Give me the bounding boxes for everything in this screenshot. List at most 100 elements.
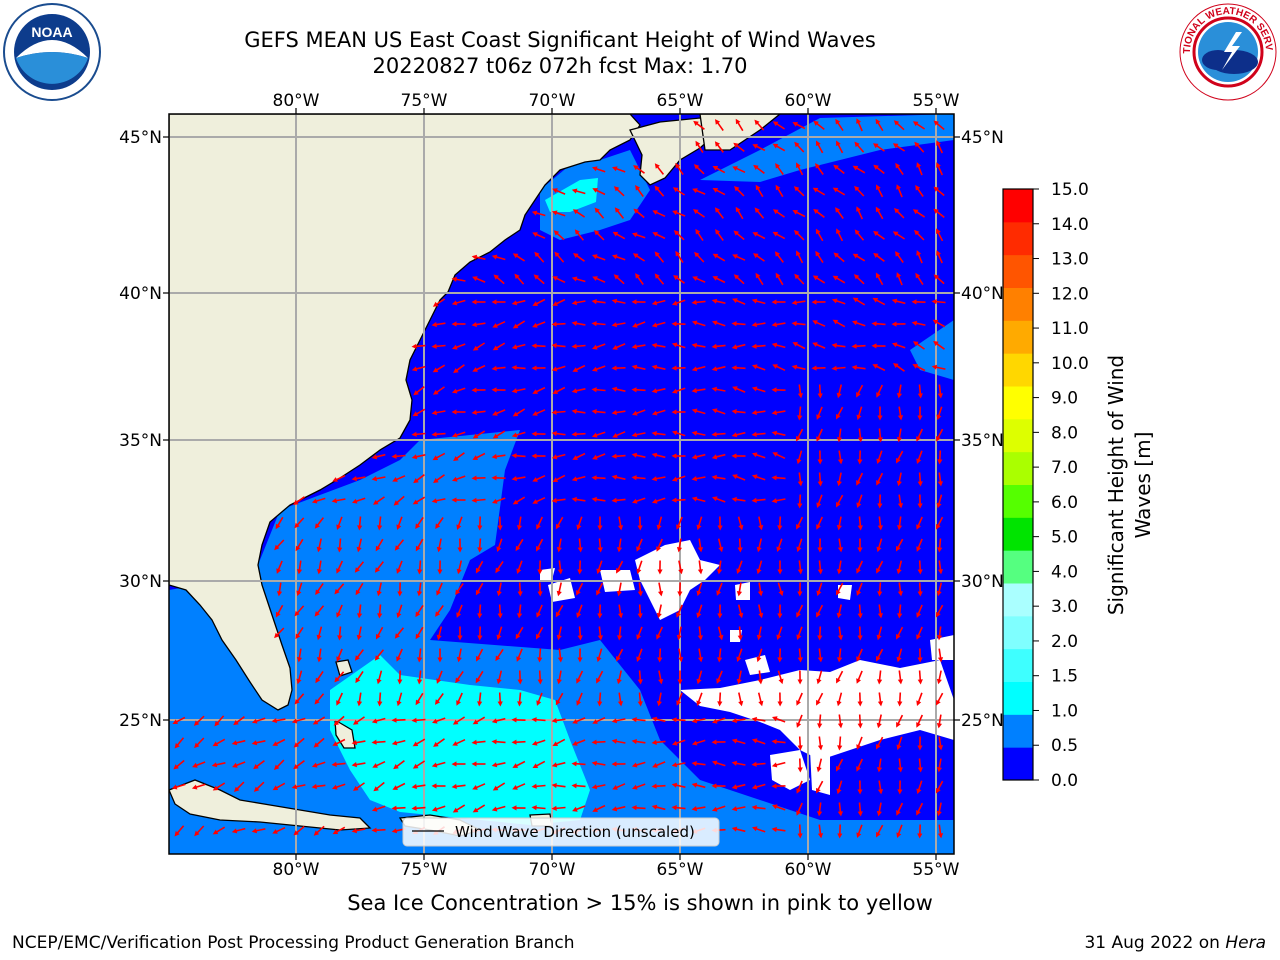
wave-direction-arrowhead	[797, 393, 803, 399]
wave-direction-arrowhead	[856, 414, 862, 421]
wave-direction-arrowhead	[431, 431, 437, 437]
wave-direction-arrowhead	[856, 118, 861, 124]
wave-direction-arrowhead	[796, 162, 801, 169]
wave-direction-arrowhead	[193, 720, 200, 726]
wave-direction-arrowhead	[651, 410, 658, 416]
wave-direction-arrowhead	[772, 716, 778, 722]
wave-direction-arrowhead	[831, 342, 837, 349]
wave-direction-arrowhead	[613, 186, 620, 192]
wave-direction-arrowhead	[751, 409, 757, 416]
wave-direction-arrowhead	[276, 568, 282, 574]
wave-direction-arrowhead	[433, 477, 439, 483]
wave-direction-arrowhead	[936, 502, 942, 509]
wave-direction-arrowhead	[737, 635, 743, 641]
wave-direction-arrowhead	[676, 524, 681, 530]
wave-direction-arrowhead	[914, 229, 920, 236]
wave-direction-arrowhead	[717, 701, 723, 707]
wave-direction-arrowhead	[933, 120, 939, 126]
wave-direction-arrowhead	[373, 499, 379, 505]
wave-direction-arrowhead	[492, 323, 498, 328]
colorbar-tick-label: 1.5	[1051, 667, 1078, 687]
wave-direction-arrowhead	[452, 476, 458, 482]
wave-direction-arrowhead	[316, 634, 322, 641]
wave-direction-arrowhead	[437, 569, 443, 575]
wave-direction-arrowhead	[433, 389, 439, 395]
wave-direction-arrowhead	[355, 677, 361, 684]
wave-direction-arrowhead	[591, 784, 598, 790]
wave-direction-arrowhead	[837, 547, 844, 553]
wave-direction-arrowhead	[812, 275, 819, 281]
wave-direction-arrowhead	[556, 590, 562, 597]
colorbar-swatch	[1003, 550, 1033, 584]
wave-direction-arrowhead	[772, 804, 778, 810]
wave-direction-arrowhead	[453, 456, 459, 461]
wave-direction-arrowhead	[671, 497, 677, 503]
wave-direction-arrowhead	[691, 387, 697, 394]
wave-direction-arrowhead	[251, 718, 258, 724]
lon-labels-top: 80°W 75°W 70°W 65°W 60°W 55°W	[273, 91, 960, 111]
wave-direction-arrowhead	[293, 742, 300, 748]
wave-direction-arrowhead	[511, 388, 518, 394]
wave-direction-arrowhead	[475, 567, 481, 574]
wave-direction-arrowhead	[736, 568, 742, 574]
wave-direction-arrowhead	[471, 254, 478, 260]
wave-direction-arrowhead	[477, 525, 483, 531]
wave-direction-arrowhead	[397, 591, 403, 597]
wave-direction-arrowhead	[691, 454, 698, 460]
wave-direction-arrowhead	[796, 634, 802, 640]
wave-direction-arrowhead	[756, 634, 762, 641]
wave-direction-arrowhead	[672, 187, 679, 193]
wave-direction-arrowhead	[731, 344, 738, 350]
wave-direction-arrowhead	[711, 298, 718, 304]
wave-direction-arrowhead	[731, 321, 737, 327]
wave-direction-arrowhead	[471, 475, 477, 481]
wave-direction-arrowhead	[654, 163, 660, 169]
footer-date-text: 31 Aug 2022 on	[1084, 933, 1226, 953]
wave-direction-arrowhead	[856, 656, 861, 662]
lat-tick-label: 25°N	[119, 711, 162, 731]
wave-direction-arrowhead	[651, 476, 657, 482]
wave-direction-arrowhead	[194, 742, 200, 749]
wave-direction-arrowhead	[637, 525, 643, 531]
wave-direction-arrowhead	[651, 804, 658, 810]
wave-direction-arrowhead	[294, 610, 300, 617]
colorbar-tick-label: 0.5	[1051, 736, 1078, 756]
wave-direction-arrowhead	[612, 345, 618, 350]
wave-direction-arrowhead	[617, 701, 624, 707]
wave-direction-arrowhead	[552, 301, 558, 306]
wave-direction-arrowhead	[636, 634, 642, 640]
wave-direction-arrowhead	[274, 632, 280, 639]
wave-direction-arrowhead	[312, 719, 319, 725]
wave-direction-arrowhead	[472, 345, 479, 351]
wave-direction-arrowhead	[471, 299, 477, 305]
colorbar-tick-label: 13.0	[1051, 250, 1089, 270]
wave-direction-arrowhead	[896, 184, 901, 190]
wave-direction-arrowhead	[571, 476, 578, 482]
wave-direction-arrowhead	[794, 141, 800, 148]
wave-direction-arrowhead	[572, 455, 578, 460]
wave-direction-arrowhead	[692, 276, 698, 281]
wave-direction-arrowhead	[597, 701, 603, 707]
wave-direction-arrowhead	[676, 700, 682, 706]
wave-direction-arrowhead	[631, 717, 637, 723]
wave-direction-arrowhead	[833, 252, 839, 258]
wave-direction-arrowhead	[334, 588, 340, 595]
wave-direction-arrowhead	[731, 496, 737, 502]
wave-direction-arrowhead	[635, 273, 641, 279]
wave-direction-arrowhead	[437, 657, 443, 663]
wave-direction-arrowhead	[577, 635, 583, 641]
wave-direction-arrowhead	[671, 321, 677, 327]
wave-direction-arrowhead	[897, 613, 903, 619]
wave-direction-arrowhead	[371, 827, 377, 833]
wave-direction-arrowhead	[831, 365, 837, 371]
wave-direction-arrowhead	[357, 613, 363, 619]
wave-direction-arrowhead	[497, 701, 503, 707]
wave-direction-arrowhead	[836, 677, 841, 684]
legend-label: Wind Wave Direction (unscaled)	[455, 823, 695, 841]
wave-direction-arrowhead	[755, 184, 761, 191]
wave-direction-arrowhead	[557, 569, 563, 575]
wave-direction-arrowhead	[837, 635, 844, 641]
wave-direction-arrowhead	[851, 365, 857, 371]
wave-direction-arrowhead	[592, 254, 598, 260]
wave-direction-arrowhead	[797, 833, 803, 839]
